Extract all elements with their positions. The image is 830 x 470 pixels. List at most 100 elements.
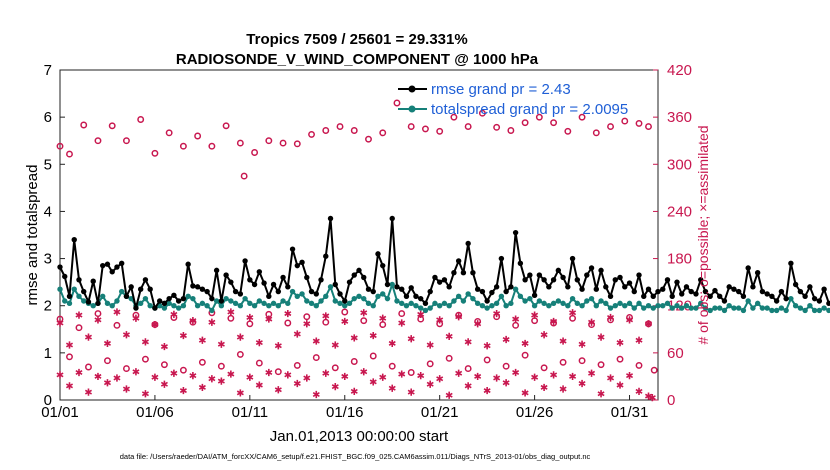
spread-point xyxy=(313,303,319,309)
rmse-point xyxy=(584,272,590,278)
obs-possible-marker xyxy=(284,319,292,327)
spread-point xyxy=(593,303,600,309)
rmse-point xyxy=(104,261,111,267)
obs-possible-marker xyxy=(208,142,216,150)
spread-point xyxy=(527,295,533,302)
obs-assimilated-marker xyxy=(56,371,64,379)
obs-assimilated-marker xyxy=(75,368,83,377)
rmse-point xyxy=(792,281,799,288)
spread-point xyxy=(351,295,357,302)
spread-point xyxy=(399,300,405,307)
obs-assimilated-marker xyxy=(588,318,596,326)
rmse-point xyxy=(133,305,139,311)
spread-point xyxy=(664,300,671,307)
obs-assimilated-marker xyxy=(331,383,339,391)
rmse-point xyxy=(313,291,319,297)
spread-point xyxy=(62,298,68,304)
rmse-point xyxy=(384,281,391,288)
obs-assimilated-marker xyxy=(84,333,92,341)
obs-assimilated-marker xyxy=(360,309,368,317)
right-tick-label: 360 xyxy=(667,109,692,126)
y-tick-label: 5 xyxy=(44,156,52,173)
obs-possible-marker xyxy=(350,358,358,365)
rmse-point xyxy=(109,269,115,275)
spread-point xyxy=(213,298,220,304)
rmse-point xyxy=(645,286,652,292)
rmse-point xyxy=(569,255,576,262)
rmse-point xyxy=(593,286,600,292)
spread-point xyxy=(190,295,196,302)
spread-point xyxy=(413,303,419,309)
obs-possible-marker xyxy=(104,357,111,365)
obs-assimilated-marker xyxy=(436,375,444,383)
obs-possible-marker xyxy=(621,117,629,125)
rmse-point xyxy=(517,260,524,266)
rmse-point xyxy=(209,295,215,302)
rmse-point xyxy=(489,289,495,296)
spread-point xyxy=(209,307,215,314)
spread-point xyxy=(541,300,547,307)
x-tick-label: 01/11 xyxy=(232,404,268,421)
obs-possible-marker xyxy=(113,321,121,329)
obs-assimilated-marker xyxy=(512,368,520,377)
rmse-point xyxy=(807,284,813,290)
spread-point xyxy=(579,303,585,309)
obs-assimilated-marker xyxy=(236,333,244,341)
spread-point xyxy=(237,303,244,309)
obs-possible-marker xyxy=(502,362,510,370)
rmse-point xyxy=(716,293,723,299)
spread-point xyxy=(432,300,438,307)
spread-point xyxy=(266,303,272,309)
rmse-point xyxy=(308,288,315,295)
rmse-point xyxy=(361,274,367,281)
rmse-point xyxy=(137,286,144,292)
rmse-point xyxy=(588,265,595,271)
spread-point xyxy=(508,300,514,307)
rmse-point xyxy=(660,286,666,292)
obs-assimilated-marker xyxy=(531,373,539,381)
rmse-point xyxy=(702,288,709,295)
right-tick-label: 420 xyxy=(667,62,692,79)
rmse-point xyxy=(351,272,357,278)
obs-possible-marker xyxy=(56,142,64,150)
spread-point xyxy=(361,295,367,302)
spread-point xyxy=(270,300,277,307)
obs-assimilated-marker xyxy=(455,369,463,377)
spread-point xyxy=(451,298,457,304)
rmse-point xyxy=(598,267,604,274)
spread-point xyxy=(81,298,87,304)
obs-assimilated-marker xyxy=(293,379,301,388)
obs-assimilated-marker xyxy=(122,331,130,339)
obs-possible-marker xyxy=(179,142,187,150)
obs-assimilated-marker xyxy=(274,342,282,350)
rmse-point xyxy=(503,288,509,295)
spread-point xyxy=(100,293,106,299)
rmse-point xyxy=(147,286,153,292)
obs-possible-marker xyxy=(75,324,83,332)
obs-assimilated-marker xyxy=(179,386,187,395)
obs-possible-marker xyxy=(483,356,491,364)
spread-point xyxy=(417,305,424,311)
spread-point xyxy=(76,293,82,299)
spread-point xyxy=(517,293,524,299)
obs-possible-marker xyxy=(635,119,643,127)
rmse-point xyxy=(783,295,789,302)
spread-point xyxy=(792,303,799,309)
obs-assimilated-marker xyxy=(407,388,415,396)
rmse-point xyxy=(754,270,761,276)
obs-possible-marker xyxy=(507,127,515,134)
obs-assimilated-marker xyxy=(626,316,634,324)
spread-point xyxy=(584,298,590,304)
x-axis-ticks: 01/01 01/06 01/11 01/16 01/21 01/26 01/31 xyxy=(41,395,648,421)
legend: rmse grand pr = 2.43 totalspread grand p… xyxy=(398,81,628,118)
spread-point xyxy=(679,305,685,311)
rmse-point xyxy=(100,262,106,269)
obs-assimilated-marker xyxy=(312,337,320,345)
obs-assimilated-marker xyxy=(322,369,330,377)
obs-assimilated-marker xyxy=(540,383,548,392)
spread-point xyxy=(769,307,775,314)
rmse-point xyxy=(342,298,348,304)
rmse-point xyxy=(560,274,566,281)
rmse-point xyxy=(261,280,267,286)
rmse-point xyxy=(223,272,229,278)
